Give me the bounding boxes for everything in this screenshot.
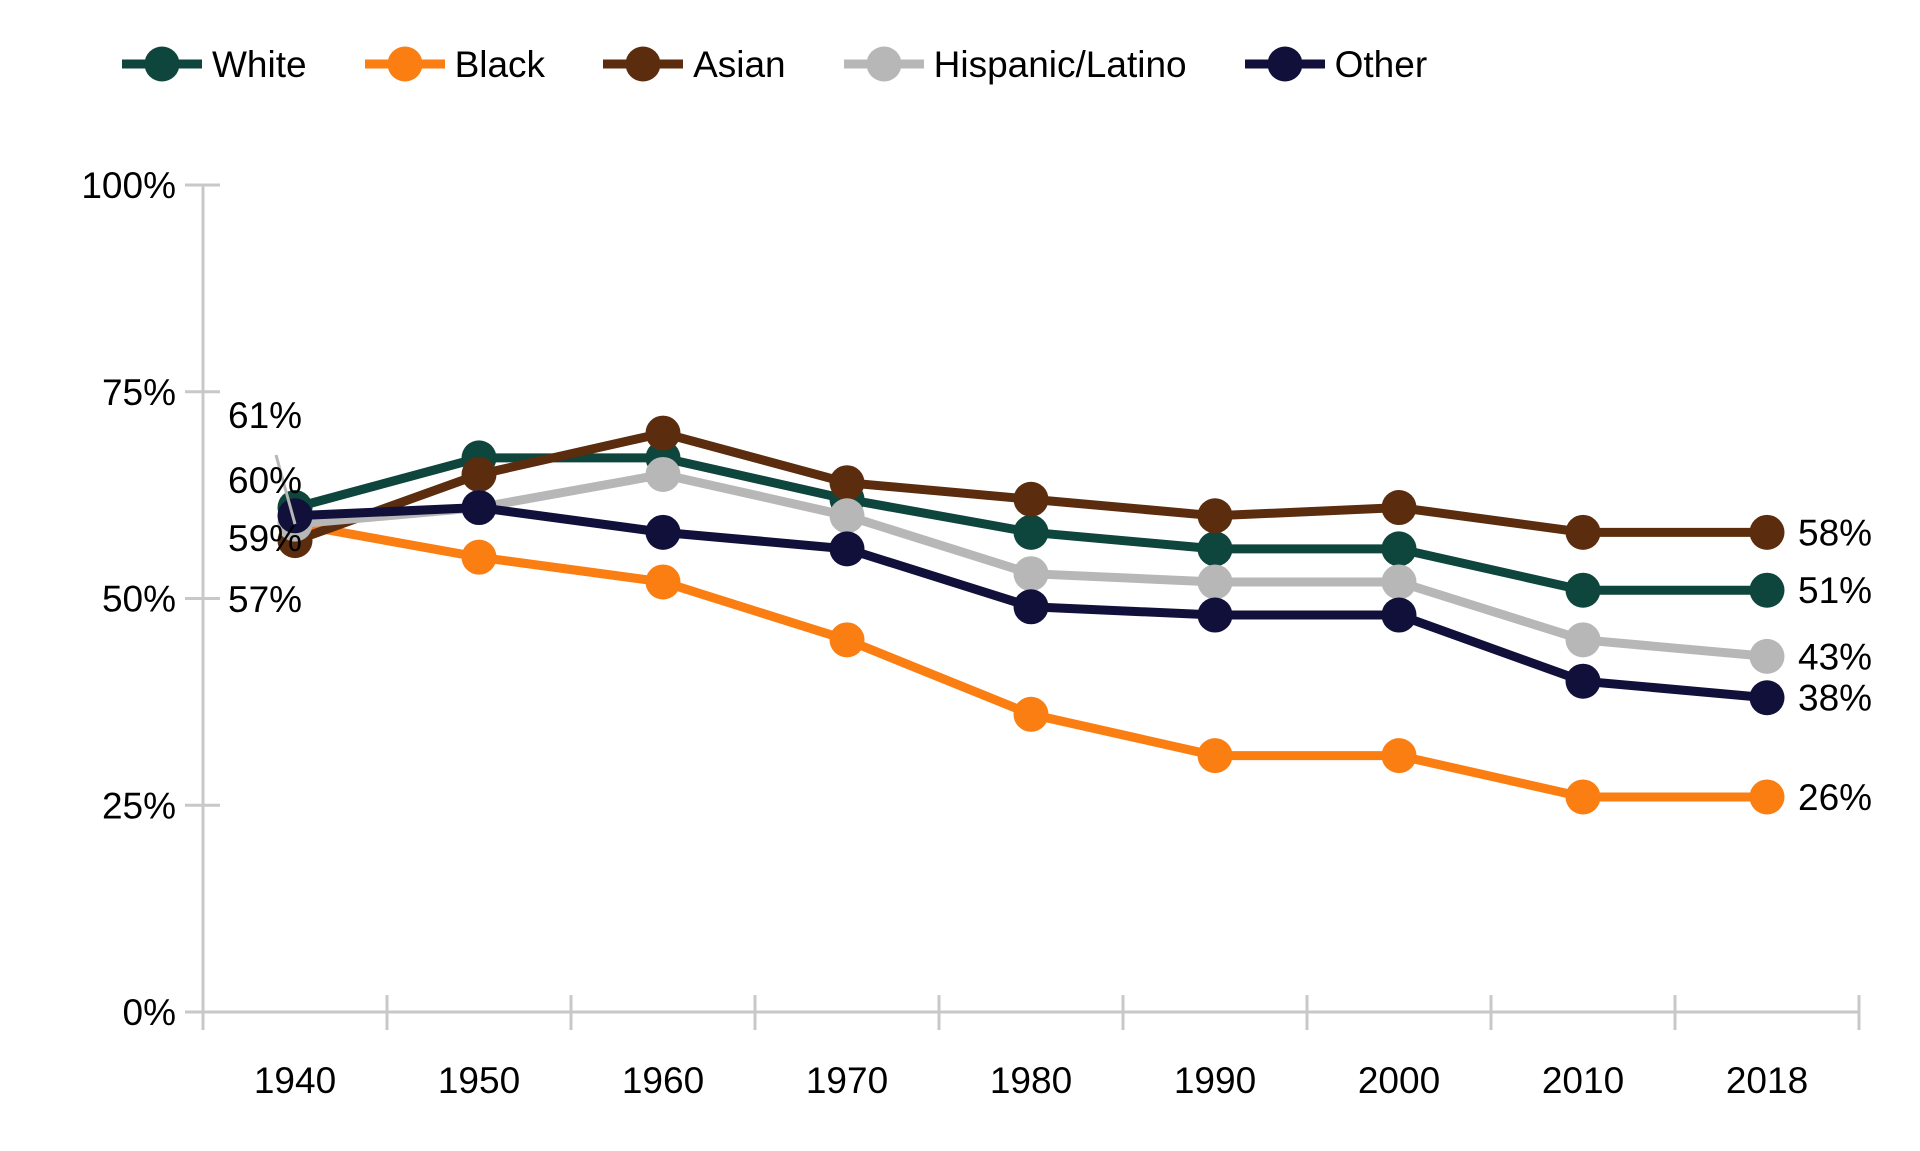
x-axis-tick-label: 1990 xyxy=(1174,1060,1256,1101)
series-marker-black xyxy=(1749,779,1785,815)
series-marker-other xyxy=(1197,597,1233,633)
legend-label: Asian xyxy=(693,43,786,85)
series-marker-other xyxy=(277,498,313,534)
series-marker-white xyxy=(1381,531,1417,567)
start-data-label-hispanic-latino: 59% xyxy=(228,518,302,559)
legend-item-asian: Asian xyxy=(603,44,786,84)
series-marker-white xyxy=(1565,572,1601,608)
x-axis-tick-label: 1950 xyxy=(438,1060,520,1101)
series-marker-other xyxy=(829,531,865,567)
legend-marker-other xyxy=(1244,46,1325,82)
series-marker-other xyxy=(461,490,497,526)
series-marker-other xyxy=(1565,663,1601,699)
legend-marker-white xyxy=(122,46,202,82)
y-axis-tick-label: 0% xyxy=(123,992,176,1033)
series-marker-hispanic-latino xyxy=(1749,638,1785,674)
series-marker-hispanic-latino xyxy=(1013,556,1049,592)
y-axis-tick-label: 75% xyxy=(102,372,176,413)
series-marker-black xyxy=(1197,738,1233,774)
legend-marker-hispanic-latino xyxy=(843,46,924,82)
series-marker-other xyxy=(1381,597,1417,633)
legend-item-other: Other xyxy=(1244,43,1428,85)
series-marker-black xyxy=(1565,779,1601,815)
series-marker-asian xyxy=(1749,514,1785,550)
series-marker-other xyxy=(1749,680,1785,716)
end-data-label-black: 26% xyxy=(1798,777,1872,818)
label-leader-line xyxy=(274,454,297,525)
series-marker-black xyxy=(1013,696,1049,732)
chart-legend: White Black Asian Hispanic/Latino Other xyxy=(122,44,1427,84)
end-data-label-asian: 58% xyxy=(1798,512,1872,553)
series-marker-black xyxy=(1381,738,1417,774)
end-data-label-hispanic-latino: 43% xyxy=(1798,636,1872,677)
series-marker-white xyxy=(1749,572,1785,608)
series-marker-hispanic-latino xyxy=(645,456,681,492)
series-marker-asian xyxy=(645,415,681,451)
x-axis-tick-label: 2000 xyxy=(1358,1060,1440,1101)
series-marker-black xyxy=(645,564,681,600)
series-marker-asian xyxy=(829,465,865,501)
series-marker-asian xyxy=(1197,498,1233,534)
y-axis-tick-label: 25% xyxy=(102,785,176,826)
x-axis-tick-label: 1960 xyxy=(622,1060,704,1101)
legend-label: Black xyxy=(454,43,546,85)
y-axis-tick-label: 50% xyxy=(102,579,176,620)
series-marker-hispanic-latino xyxy=(1197,564,1233,600)
series-marker-asian xyxy=(1381,490,1417,526)
x-axis-tick-label: 1980 xyxy=(990,1060,1072,1101)
legend-label: Other xyxy=(1334,43,1428,85)
series-marker-white xyxy=(1013,514,1049,550)
legend-item-hispanic-latino: Hispanic/Latino xyxy=(843,43,1187,85)
series-marker-hispanic-latino xyxy=(829,498,865,534)
series-marker-hispanic-latino xyxy=(1381,564,1417,600)
legend-item-white: White xyxy=(122,44,307,84)
legend-label: Hispanic/Latino xyxy=(933,43,1187,85)
x-axis-tick-label: 1940 xyxy=(254,1060,336,1101)
legend-label: White xyxy=(212,43,307,85)
x-axis-tick-label: 2018 xyxy=(1726,1060,1808,1101)
start-data-label-other: 60% xyxy=(228,460,302,501)
series-marker-other xyxy=(1013,589,1049,625)
series-marker-hispanic-latino xyxy=(1565,622,1601,658)
legend-marker-black xyxy=(364,46,445,82)
series-marker-asian xyxy=(461,456,497,492)
series-marker-black xyxy=(461,539,497,575)
series-marker-black xyxy=(829,622,865,658)
legend-item-black: Black xyxy=(364,43,546,85)
y-axis-tick-label: 100% xyxy=(81,165,176,206)
legend-marker-asian xyxy=(603,46,684,82)
x-axis-tick-label: 1970 xyxy=(806,1060,888,1101)
series-marker-asian xyxy=(1013,481,1049,517)
end-data-label-other: 38% xyxy=(1798,678,1872,719)
end-data-label-white: 51% xyxy=(1798,570,1872,611)
series-marker-white xyxy=(1197,531,1233,567)
start-data-label-white: 61% xyxy=(228,395,302,436)
series-marker-other xyxy=(645,514,681,550)
series-marker-asian xyxy=(1565,514,1601,550)
x-axis-tick-label: 2010 xyxy=(1542,1060,1624,1101)
start-data-label-asian: 57% xyxy=(228,579,302,620)
